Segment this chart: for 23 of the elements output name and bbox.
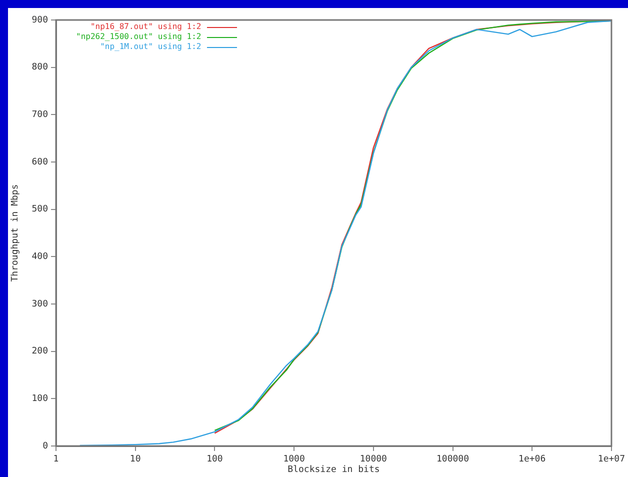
x-tick-label: 1e+07: [598, 454, 625, 465]
y-tick-label: 600: [32, 157, 48, 168]
y-tick-label: 900: [32, 15, 48, 26]
x-tick-label: 1: [53, 454, 59, 465]
legend-label: "np_1M.out" using 1:2: [100, 42, 202, 52]
y-tick-label: 700: [32, 110, 48, 120]
y-tick-label: 0: [42, 441, 48, 452]
y-axis-title: Throughput in Mbps: [10, 184, 21, 282]
x-tick-label: 10000: [360, 454, 387, 465]
x-tick-label: 100: [206, 454, 223, 465]
y-tick-label: 400: [32, 252, 48, 262]
legend-label: "np16_87.out" using 1:2: [90, 22, 202, 32]
legend-label: "np262_1500.out" using 1:2: [76, 32, 202, 42]
x-tick-label: 1000: [283, 454, 305, 465]
x-tick-label: 100000: [436, 454, 470, 465]
y-tick-label: 300: [32, 299, 48, 310]
y-tick-label: 500: [32, 204, 48, 215]
y-tick-label: 100: [32, 394, 48, 404]
x-axis-title: Blocksize in bits: [288, 464, 380, 475]
y-tick-label: 800: [32, 62, 48, 73]
y-tick-label: 200: [32, 346, 48, 357]
x-tick-label: 1e+06: [518, 454, 546, 465]
x-tick-label: 10: [130, 454, 141, 465]
